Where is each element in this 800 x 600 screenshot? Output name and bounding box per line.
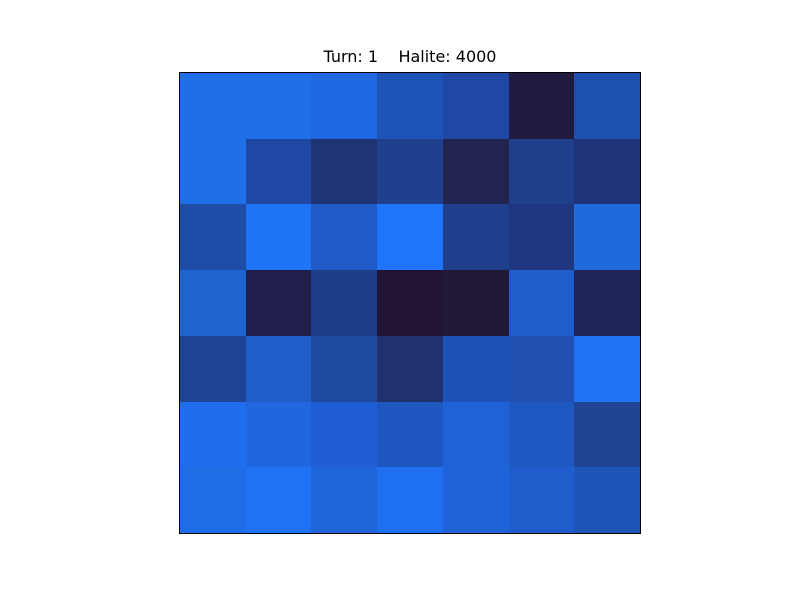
board-cell (311, 467, 378, 533)
board-cell (180, 138, 246, 205)
board-cell (311, 73, 378, 139)
board-cell (311, 270, 378, 336)
halite-value: 4000 (455, 47, 497, 66)
board-cell (245, 335, 312, 402)
board-cell (245, 401, 312, 468)
board-cell (245, 204, 312, 271)
board-cell (442, 73, 509, 139)
board-cell (245, 73, 312, 139)
board-cell (574, 73, 640, 139)
board-cell (508, 401, 575, 468)
board-cell (442, 335, 509, 402)
board-cell (574, 204, 640, 271)
board-cell (180, 467, 246, 533)
board-cell (377, 335, 443, 402)
board-cell (574, 270, 640, 336)
board-cell (508, 270, 575, 336)
board-cell (508, 467, 575, 533)
board-cell (508, 138, 575, 205)
board-cell (377, 138, 443, 205)
board-cell (245, 138, 312, 205)
turn-label: Turn: (323, 47, 363, 66)
board-cell (180, 73, 246, 139)
board-cell (180, 204, 246, 271)
board-cell (377, 73, 443, 139)
board-cell (377, 467, 443, 533)
board-cell (508, 204, 575, 271)
board-cell (574, 138, 640, 205)
board-cell (245, 270, 312, 336)
board-cell (508, 335, 575, 402)
halite-label: Halite: (398, 47, 451, 66)
board-cell (311, 401, 378, 468)
board-cell (377, 270, 443, 336)
board-cell (180, 270, 246, 336)
status-title: Turn: 1 Halite: 4000 (0, 47, 800, 67)
board-cell (311, 138, 378, 205)
board-cell (442, 467, 509, 533)
board-cell (442, 401, 509, 468)
board-cell (180, 335, 246, 402)
board-cell (574, 335, 640, 402)
halite-board (179, 72, 641, 534)
board-cell (377, 401, 443, 468)
board-cell (311, 335, 378, 402)
board-cell (574, 401, 640, 468)
board-cell (311, 204, 378, 271)
board-cell (442, 138, 509, 205)
board-cell (180, 401, 246, 468)
turn-value: 1 (367, 47, 379, 66)
board-cell (508, 73, 575, 139)
board-cell (574, 467, 640, 533)
board-cell (377, 204, 443, 271)
board-cell (442, 270, 509, 336)
board-cell (245, 467, 312, 533)
board-cell (442, 204, 509, 271)
